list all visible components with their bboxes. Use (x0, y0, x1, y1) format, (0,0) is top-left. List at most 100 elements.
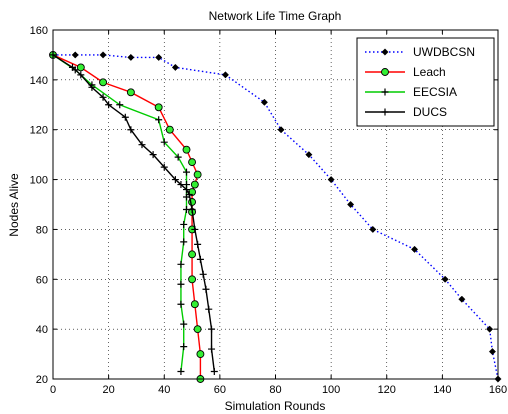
data-point (171, 63, 179, 71)
data-point (305, 151, 313, 159)
y-tick-label: 40 (36, 324, 48, 336)
data-point (177, 181, 185, 189)
x-tick-label: 60 (214, 384, 226, 396)
data-point (177, 280, 185, 288)
x-tick-label: 20 (103, 384, 115, 396)
data-point (99, 93, 107, 101)
legend-item: EECSIA (365, 85, 457, 99)
data-point (180, 238, 188, 246)
data-point (188, 158, 197, 167)
legend-item: DUCS (365, 105, 447, 119)
legend-marker (381, 68, 389, 76)
chart-title: Network Life Time Graph (209, 9, 342, 23)
legend-label: DUCS (413, 105, 447, 119)
y-tick-label: 80 (36, 224, 48, 236)
legend-marker (381, 88, 389, 96)
data-point (68, 63, 76, 71)
data-point (196, 255, 204, 263)
x-tick-label: 100 (322, 384, 340, 396)
x-axis-label: Simulation Rounds (225, 399, 326, 413)
data-point (99, 51, 107, 59)
axis-ticks: 0 20 40 60 80 100 120 140 1602040608010012014016… (30, 25, 508, 396)
data-point (177, 300, 185, 308)
x-tick-label: 140 (433, 384, 451, 396)
data-point (488, 348, 496, 356)
data-point (138, 141, 146, 149)
x-tick-label: 80 (269, 384, 281, 396)
data-point (193, 325, 202, 334)
y-axis-label: Nodes Alive (7, 173, 21, 237)
data-point (116, 101, 124, 109)
data-point (194, 240, 202, 248)
data-point (76, 63, 85, 72)
data-point (188, 250, 197, 259)
data-point (208, 325, 216, 333)
data-point (180, 320, 188, 328)
x-tick-label: 160 (489, 384, 507, 396)
data-point (188, 275, 197, 284)
data-point (210, 368, 218, 376)
data-point (155, 53, 163, 61)
data-point (185, 191, 193, 199)
data-point (190, 300, 199, 309)
plot-frame (52, 29, 499, 380)
data-point (208, 345, 216, 353)
data-point (486, 325, 494, 333)
data-point (260, 98, 268, 106)
series-line (52, 54, 202, 379)
x-tick-label: 0 (50, 384, 56, 396)
data-point (277, 126, 285, 134)
data-point (221, 71, 229, 79)
data-point (183, 168, 190, 176)
series-4 (49, 51, 218, 376)
series-layer (49, 50, 502, 383)
y-tick-label: 100 (30, 175, 48, 187)
data-point (126, 88, 135, 97)
data-point (196, 350, 205, 359)
data-point (160, 138, 168, 146)
data-point (327, 176, 335, 184)
legend-item: UWDBCSN (365, 45, 475, 59)
data-point (171, 176, 179, 184)
data-point (160, 163, 168, 171)
data-point (105, 101, 113, 109)
y-tick-label: 20 (36, 374, 48, 386)
legend-label: EECSIA (413, 85, 457, 99)
y-tick-label: 60 (36, 274, 48, 286)
data-point (174, 153, 182, 161)
data-point (182, 145, 191, 154)
data-point (188, 205, 196, 213)
legend-item: Leach (365, 65, 446, 79)
data-point (127, 53, 135, 61)
data-point (165, 125, 174, 134)
series-1 (49, 51, 502, 383)
y-tick-label: 120 (30, 125, 48, 137)
data-point (121, 113, 129, 121)
data-point (199, 270, 207, 278)
data-point (155, 116, 163, 124)
data-point (154, 103, 163, 112)
data-point (205, 305, 213, 313)
data-point (411, 245, 419, 253)
data-point (77, 71, 85, 79)
data-point (369, 225, 377, 233)
data-point (193, 170, 202, 179)
data-point (191, 225, 199, 233)
data-point (127, 126, 135, 134)
legend-label: Leach (413, 65, 446, 79)
data-point (202, 285, 210, 293)
data-point (180, 343, 188, 351)
x-tick-label: 40 (158, 384, 170, 396)
x-tick-label: 120 (378, 384, 396, 396)
data-point (180, 220, 188, 228)
data-point (177, 260, 185, 268)
data-point (347, 200, 355, 209)
y-tick-label: 160 (30, 25, 48, 37)
data-point (458, 295, 466, 303)
data-point (88, 83, 96, 91)
data-point (99, 78, 108, 87)
data-point (441, 275, 449, 283)
data-point (149, 151, 157, 159)
legend: UWDBCSN Leach EECSIA DUCS (356, 37, 495, 127)
